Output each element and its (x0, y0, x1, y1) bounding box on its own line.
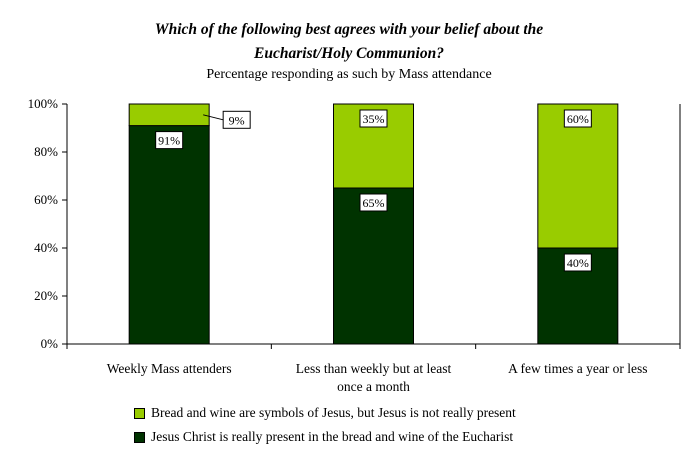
data-label-box-less-than-weekly-but-at-least-once-a-month-series-1 (359, 109, 388, 128)
chart-title-line-2: Eucharist/Holy Communion? (254, 45, 444, 62)
data-label-box-a-few-times-a-year-or-less-series-1 (563, 109, 592, 128)
data-label-less-than-weekly-but-at-least-once-a-month-series-1: 35% (363, 112, 385, 126)
legend-label-symbols: Bread and wine are symbols of Jesus, but… (151, 405, 516, 420)
stacked-bar-chart: 0% 20% 40% 60% 80% 100% 91% 9% Weekly Mass atten… (28, 96, 681, 394)
data-label-box-a-few-times-a-year-or-less-series-0 (563, 253, 592, 272)
legend-swatch-real-presence (134, 431, 145, 443)
x-category-label-2-line-0: A few times a year or less (508, 361, 647, 376)
data-label-weekly-mass-attenders-series-0: 91% (158, 134, 180, 148)
y-tick-label-4: 80% (34, 144, 58, 159)
y-tick-label-1: 20% (34, 288, 58, 303)
legend-item-symbols: Bread and wine are symbols of Jesus, but… (134, 405, 516, 421)
x-category-label-1-line-1: once a month (337, 379, 410, 394)
y-tick-label-0: 0% (41, 336, 59, 351)
data-label-a-few-times-a-year-or-less-series-1: 60% (567, 112, 589, 126)
chart-subtitle: Percentage responding as such by Mass at… (206, 67, 492, 82)
bar-a-few-times-a-year-or-less-series-1 (537, 103, 619, 249)
y-tick-label-2: 40% (34, 240, 58, 255)
x-category-label-1-line-0: Less than weekly but at least (296, 361, 452, 376)
data-label-box-weekly-mass-attenders-series-1 (222, 110, 251, 129)
bar-weekly-mass-attenders-series-1 (128, 103, 210, 127)
data-label-box-less-than-weekly-but-at-least-once-a-month-series-0 (359, 193, 388, 212)
y-tick-label-3: 60% (34, 192, 58, 207)
legend-swatch-symbols (134, 407, 145, 419)
data-label-box-weekly-mass-attenders-series-0 (155, 131, 184, 150)
legend-label-real-presence: Jesus Christ is really present in the br… (151, 429, 514, 444)
x-category-label-0-line-0: Weekly Mass attenders (107, 361, 232, 376)
data-label-leader-weekly-mass-attenders (203, 114, 224, 121)
data-label-less-than-weekly-but-at-least-once-a-month-series-0: 65% (363, 196, 385, 210)
data-label-a-few-times-a-year-or-less-series-0: 40% (567, 256, 589, 270)
legend-item-real-presence: Jesus Christ is really present in the br… (134, 429, 513, 445)
chart-title-line-1: Which of the following best agrees with … (154, 21, 544, 38)
bar-weekly-mass-attenders-series-0 (128, 125, 210, 345)
y-tick-label-5: 100% (28, 96, 59, 111)
data-label-weekly-mass-attenders-series-1: 9% (229, 113, 245, 127)
